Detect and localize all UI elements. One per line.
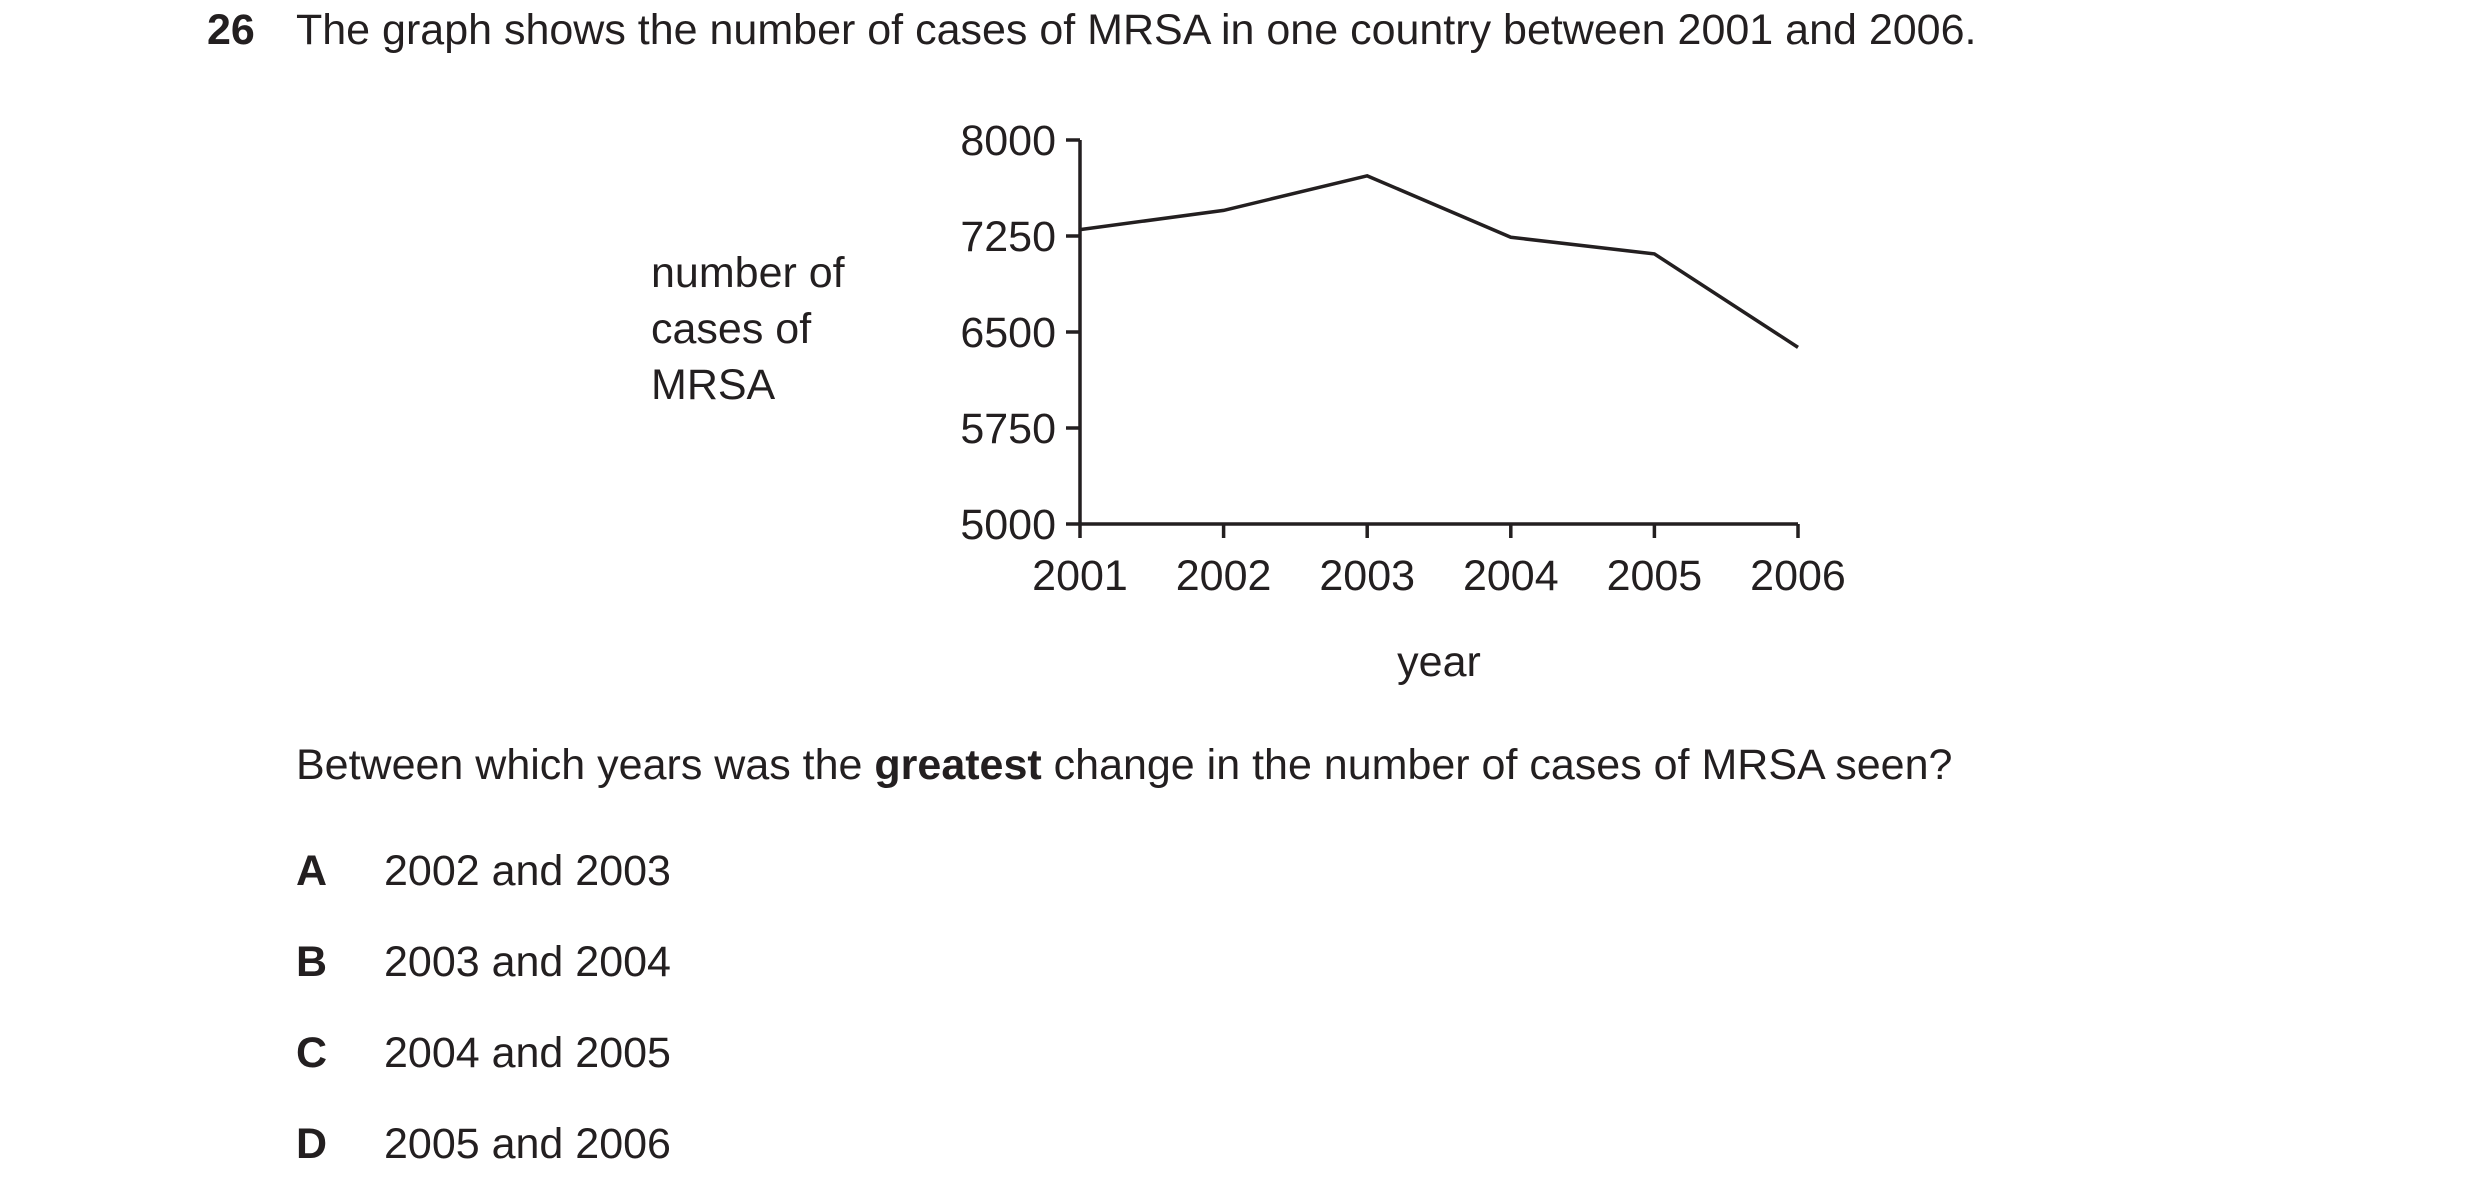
question-prompt-end: change in the number of cases of MRSA se… <box>1041 741 1953 789</box>
x-tick-label-2004: 2004 <box>1463 552 1559 600</box>
y-tick-label-6500: 6500 <box>960 309 1056 357</box>
y-axis-label-line-3: MRSA <box>651 361 776 409</box>
series-line-0 <box>1079 174 1799 349</box>
option-c-text: 2004 and 2005 <box>384 1029 671 1077</box>
x-tick-label-2003: 2003 <box>1319 552 1415 600</box>
option-b[interactable]: B 2003 and 2004 <box>296 932 671 992</box>
option-b-letter: B <box>296 938 328 986</box>
option-d[interactable]: D 2005 and 2006 <box>296 1114 671 1174</box>
option-c[interactable]: C 2004 and 2005 <box>296 1023 671 1083</box>
question-stem: The graph shows the number of cases of M… <box>296 6 1977 54</box>
question-prompt-emphasis: greatest <box>874 741 1042 789</box>
y-axis-label-line-2: cases of <box>651 305 812 353</box>
option-a-letter: A <box>296 847 328 895</box>
y-tick-label-7250: 7250 <box>960 213 1056 261</box>
x-tick-label-2002: 2002 <box>1176 552 1272 600</box>
y-axis-label-line-1: number of <box>651 249 845 297</box>
option-a[interactable]: A 2002 and 2003 <box>296 841 671 901</box>
option-a-text: 2002 and 2003 <box>384 847 671 895</box>
x-axis-label: year <box>1397 638 1481 686</box>
x-tick-label-2005: 2005 <box>1607 552 1703 600</box>
x-tick-label-2001: 2001 <box>1032 552 1128 600</box>
y-tick-label-5750: 5750 <box>960 405 1056 453</box>
y-tick-label-8000: 8000 <box>960 117 1056 165</box>
question-prompt: Between which years was the greatest cha… <box>296 735 1952 795</box>
option-d-letter: D <box>296 1120 328 1168</box>
question-prompt-start: Between which years was the <box>296 741 875 789</box>
y-tick-label-5000: 5000 <box>960 501 1056 549</box>
option-b-text: 2003 and 2004 <box>384 938 671 986</box>
y-axis-label: number of cases of MRSA <box>651 245 911 413</box>
option-d-text: 2005 and 2006 <box>384 1120 671 1168</box>
question-number: 26 <box>207 6 255 54</box>
option-c-letter: C <box>296 1029 328 1077</box>
x-tick-label-2006: 2006 <box>1750 552 1846 600</box>
